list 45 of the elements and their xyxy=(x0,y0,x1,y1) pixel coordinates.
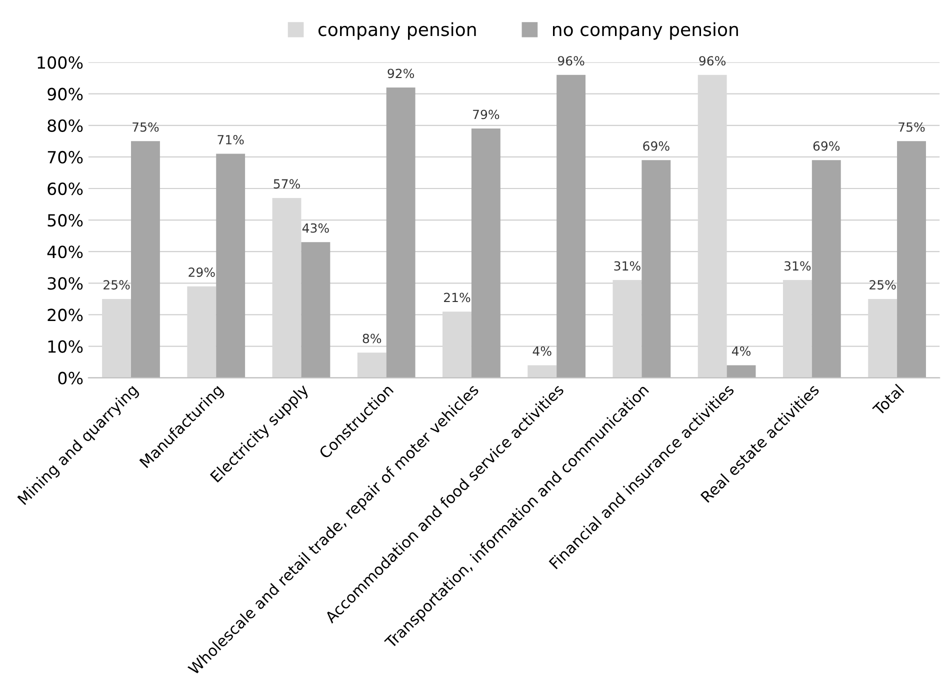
y-tick-label: 50% xyxy=(48,214,83,227)
y-tick-label: 40% xyxy=(47,246,83,258)
legend-label: no company pension xyxy=(553,22,738,40)
data-label: 21% xyxy=(444,292,470,302)
bar xyxy=(216,154,246,378)
bar xyxy=(301,242,330,378)
bar xyxy=(357,352,386,378)
bar xyxy=(726,365,756,378)
y-tick-label: 80% xyxy=(48,119,83,132)
bar xyxy=(812,160,841,378)
y-tick-label: 10% xyxy=(48,340,83,353)
data-label: 4% xyxy=(532,346,552,356)
bar xyxy=(642,160,671,378)
data-label: 71% xyxy=(218,134,244,144)
data-label: 57% xyxy=(274,179,300,189)
data-label: 31% xyxy=(614,261,640,271)
y-tick-label: 90% xyxy=(48,88,83,100)
data-label: 43% xyxy=(302,223,329,233)
data-label: 31% xyxy=(784,261,811,271)
bar xyxy=(556,74,586,378)
data-label: 96% xyxy=(558,56,584,66)
y-tick-label: 0% xyxy=(58,372,83,384)
data-label: 25% xyxy=(870,280,896,290)
y-tick-label: 100% xyxy=(38,56,83,69)
data-label: 4% xyxy=(732,346,750,356)
bar xyxy=(131,141,160,378)
y-tick-label: 20% xyxy=(48,308,83,322)
bar xyxy=(386,88,416,378)
data-label: 96% xyxy=(699,56,726,66)
data-label: 8% xyxy=(362,334,382,344)
y-tick-label: 70% xyxy=(48,150,83,164)
bar xyxy=(471,128,500,378)
bar xyxy=(528,365,557,378)
bar xyxy=(897,141,926,378)
data-label: 69% xyxy=(643,141,670,151)
data-label: 69% xyxy=(813,141,840,151)
data-label: 75% xyxy=(898,122,925,132)
y-tick-label: 30% xyxy=(48,277,83,290)
data-label: 75% xyxy=(132,122,159,132)
data-label: 79% xyxy=(473,110,500,120)
data-label: 92% xyxy=(388,68,414,78)
data-label: 25% xyxy=(104,280,130,290)
legend-label: company pension xyxy=(318,22,476,40)
y-tick-label: 60% xyxy=(48,182,83,196)
data-label: 29% xyxy=(188,268,215,277)
